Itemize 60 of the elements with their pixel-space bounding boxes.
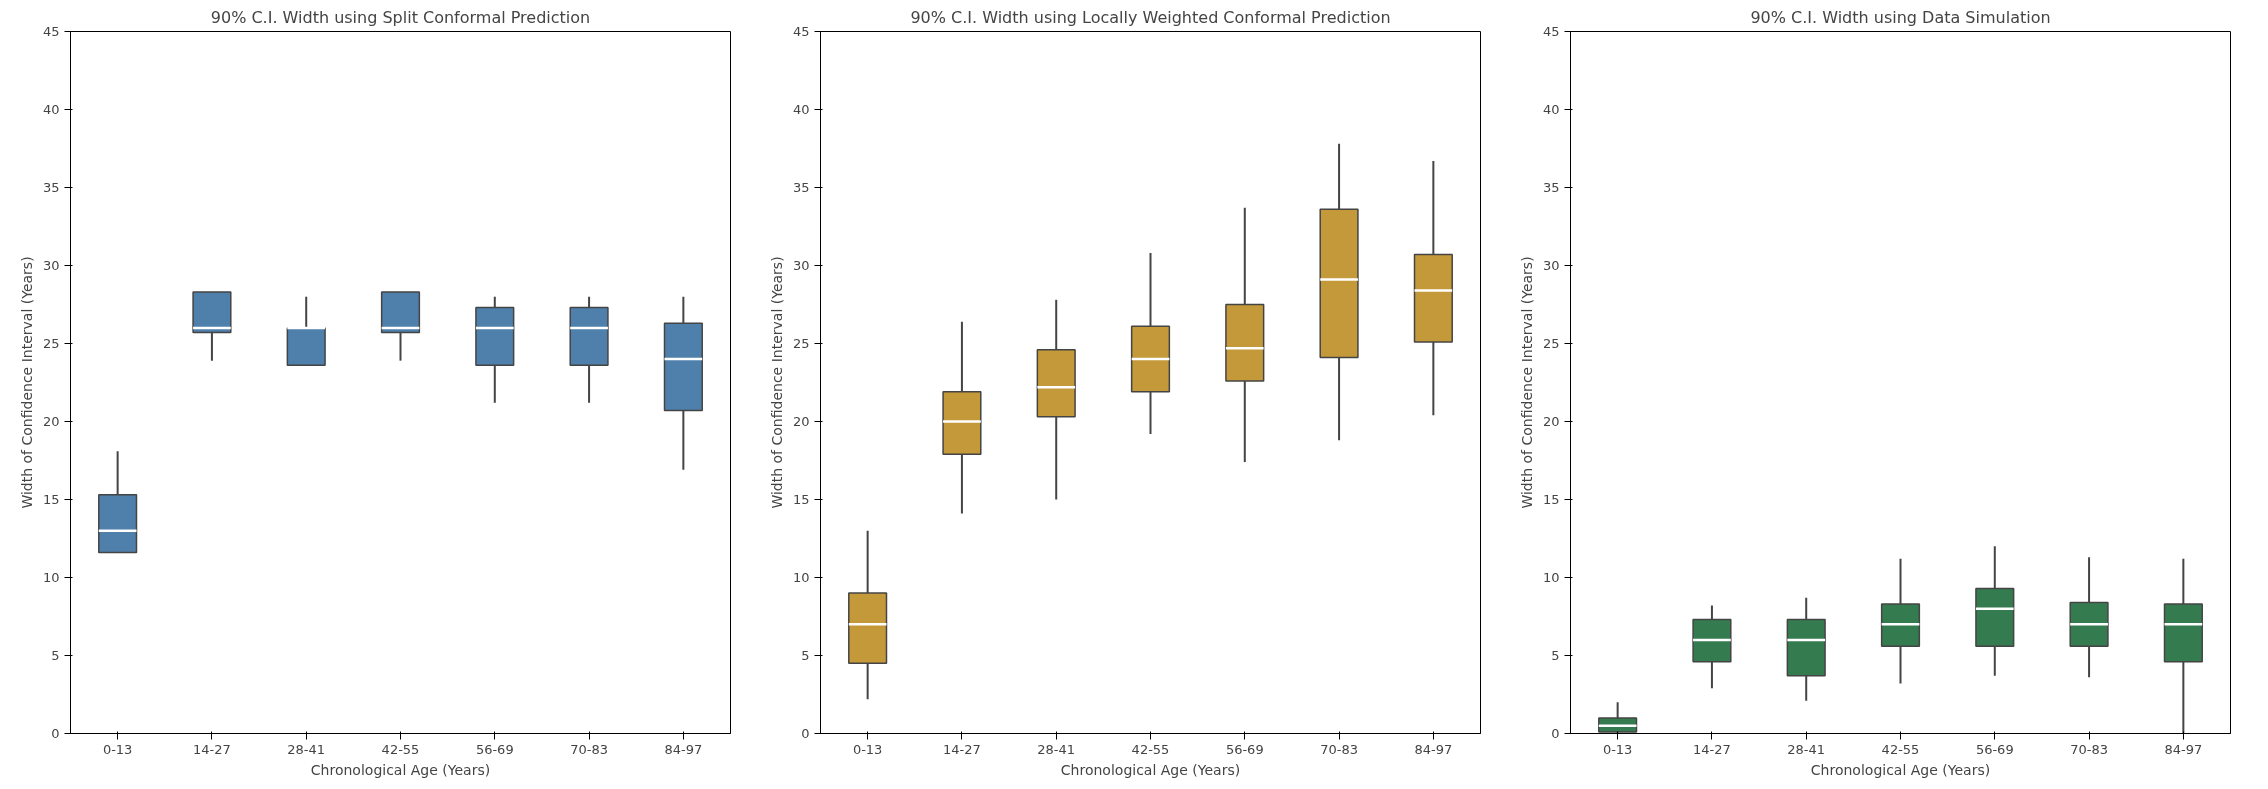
x-tick-label: 42-55: [1881, 741, 1920, 757]
x-tick-label: 84-97: [664, 741, 703, 757]
x-tick-label: 0-13: [1602, 741, 1633, 757]
y-tick-label: 15: [1542, 492, 1560, 507]
y-axis-title: Width of Confidence Interval (Years): [18, 256, 35, 509]
chart-title: 90% C.I. Width using Split Conformal Prediction: [210, 7, 591, 27]
x-tick-label: 14-27: [1693, 741, 1731, 757]
x-tick-label: 28-41: [287, 741, 326, 757]
x-tick-label: 84-97: [1414, 741, 1453, 757]
y-tick-label: 30: [792, 258, 810, 273]
y-tick-label: 45: [42, 24, 60, 39]
chart-title: 90% C.I. Width using Data Simulation: [1750, 7, 2051, 27]
x-tick-label: 56-69: [475, 741, 514, 757]
y-tick-label: 30: [1542, 258, 1560, 273]
y-axis-title: Width of Confidence Interval (Years): [768, 256, 785, 509]
y-tick-label: 0: [801, 726, 810, 741]
y-tick-label: 20: [792, 414, 810, 429]
y-tick-label: 0: [51, 726, 60, 741]
x-tick-label: 0-13: [852, 741, 883, 757]
x-tick-label: 56-69: [1975, 741, 2014, 757]
x-tick-label: 84-97: [2164, 741, 2203, 757]
x-tick-label: 70-83: [2070, 741, 2108, 757]
x-tick-label: 14-27: [943, 741, 981, 757]
y-tick-label: 20: [1542, 414, 1560, 429]
x-axis-title: Chronological Age (Years): [1810, 761, 1991, 778]
x-tick-label: 70-83: [570, 741, 608, 757]
x-axis-title: Chronological Age (Years): [1060, 761, 1241, 778]
x-tick-label: 56-69: [1225, 741, 1264, 757]
y-tick-label: 30: [42, 258, 60, 273]
x-axis-title: Chronological Age (Years): [310, 761, 491, 778]
y-tick-label: 25: [792, 336, 810, 351]
x-tick-label: 70-83: [1320, 741, 1358, 757]
y-tick-label: 10: [792, 570, 810, 585]
chart-title: 90% C.I. Width using Locally Weighted Conformal Prediction: [910, 7, 1391, 27]
x-tick-label: 0-13: [102, 741, 133, 757]
y-tick-label: 40: [42, 102, 60, 117]
y-tick-label: 15: [792, 492, 810, 507]
y-tick-label: 40: [792, 102, 810, 117]
x-tick-label: 42-55: [1131, 741, 1170, 757]
x-tick-label: 28-41: [1787, 741, 1826, 757]
y-tick-label: 10: [1542, 570, 1560, 585]
y-tick-label: 40: [1542, 102, 1560, 117]
y-tick-label: 15: [42, 492, 60, 507]
y-tick-label: 35: [1542, 180, 1560, 195]
x-tick-label: 14-27: [193, 741, 231, 757]
y-tick-label: 5: [1551, 648, 1560, 663]
y-tick-label: 25: [1542, 336, 1560, 351]
y-tick-label: 10: [42, 570, 60, 585]
x-tick-label: 42-55: [381, 741, 420, 757]
y-tick-label: 25: [42, 336, 60, 351]
y-tick-label: 45: [1542, 24, 1560, 39]
y-tick-label: 35: [42, 180, 60, 195]
y-axis-title: Width of Confidence Interval (Years): [1518, 256, 1535, 509]
y-tick-label: 35: [792, 180, 810, 195]
y-tick-label: 5: [51, 648, 60, 663]
x-tick-label: 28-41: [1037, 741, 1076, 757]
y-tick-label: 20: [42, 414, 60, 429]
y-tick-label: 5: [801, 648, 810, 663]
y-tick-label: 0: [1551, 726, 1560, 741]
y-tick-label: 45: [792, 24, 810, 39]
